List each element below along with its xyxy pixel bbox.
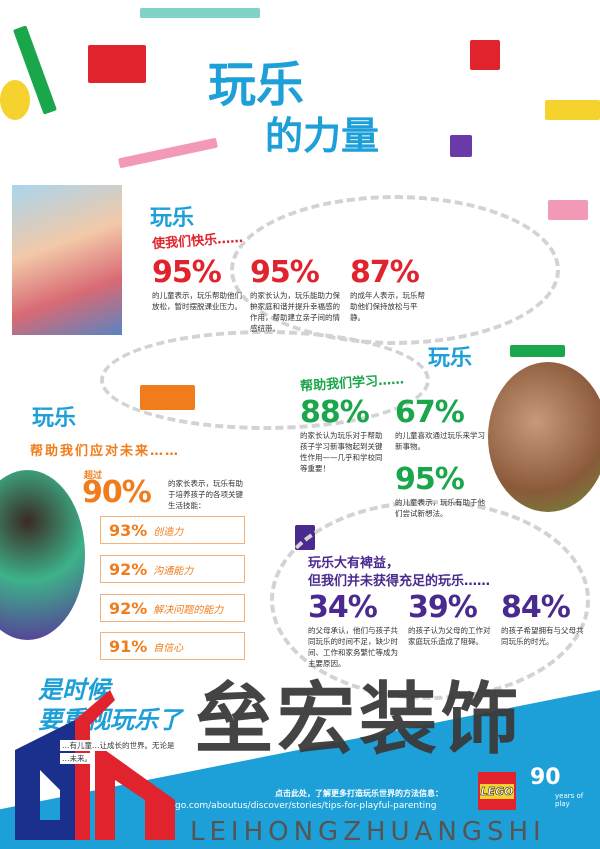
stat-value: 84% <box>501 590 571 625</box>
decor-red-brick-right <box>470 40 500 70</box>
future-stat-value: 90% <box>82 475 152 510</box>
gap-stat-1: 34% 的父母承认，他们与孩子共同玩乐的时间不足，缺少时间、工作和家务繁忙等成为主… <box>308 590 400 669</box>
photo-boy <box>0 470 85 640</box>
happy-stat-2: 95% 的家长认为，玩乐能助力保护家庭和谐并提升幸福感的作用，帮助建立亲子间的情感… <box>250 255 342 334</box>
skill-label: 创造力 <box>153 526 184 538</box>
skill-label: 沟通能力 <box>153 565 194 577</box>
skill-value: 92% <box>109 559 148 579</box>
stat-value: 87% <box>350 255 420 290</box>
photo-girl <box>12 185 122 335</box>
stat-text: 的家长认为，玩乐能助力保护家庭和谐并提升幸福感的作用，帮助建立亲子间的情感纽带。 <box>250 291 340 333</box>
future-subheading: 帮助我们应对未来…… <box>30 444 181 459</box>
closing-line1: 是时候 <box>38 676 110 704</box>
happy-stat-1: 95% 的儿童表示，玩乐帮助他们放松，暂时摆脱课业压力。 <box>152 255 242 334</box>
skill-label: 解决问题的能力 <box>153 604 224 616</box>
future-over-label: 超过 <box>84 471 103 481</box>
learn-stat-1: 88% 的家长认为玩乐对于帮助孩子学习新事物起到关键性作用——几乎和学校同等重要！ <box>300 395 388 474</box>
stat-text: 的儿童表示，玩乐帮助他们放松，暂时摆脱课业压力。 <box>152 291 242 311</box>
stat-text: 的儿童表示，玩乐有助于他们尝试新想法。 <box>395 498 485 518</box>
closing-text-2: …未来。 <box>60 753 94 764</box>
photo-family <box>488 362 600 512</box>
stat-value: 39% <box>408 590 478 625</box>
stat-value: 34% <box>308 590 378 625</box>
future-stat-text: 的家长表示，玩乐有助于培养孩子的各项关键生活技能： <box>168 479 243 510</box>
decor-pink-bar <box>118 137 218 169</box>
lego-logo: LEGO <box>478 772 516 810</box>
skill-creativity: 93% 创造力 <box>100 516 245 544</box>
stat-value: 95% <box>152 255 222 290</box>
lego-logo-text: LEGO <box>479 783 515 799</box>
anniversary-text: years of play <box>555 792 584 808</box>
decor-yellow-brick-right <box>545 100 600 120</box>
decor-yellow-brick <box>0 80 30 120</box>
title-line2: 的力量 <box>265 114 380 158</box>
decor-pink-brick <box>548 200 588 220</box>
happy-stat-3: 87% 的成年人表示，玩乐帮助他们保持放松与平静。 <box>350 255 430 334</box>
watermark-cn: 垒宏装饰 <box>195 675 524 765</box>
stat-text: 的成年人表示，玩乐帮助他们保持放松与平静。 <box>350 291 425 322</box>
skill-problem-solving: 92% 解决问题的能力 <box>100 594 245 622</box>
stat-text: 的儿童喜欢通过玩乐来学习新事物。 <box>395 431 485 451</box>
decor-green-brick-right <box>510 345 565 357</box>
gap-stat-2: 39% 的孩子认为父母的工作对家庭玩乐造成了阻碍。 <box>408 590 493 669</box>
gap-heading-2: 但我们并未获得充足的玩乐…… <box>308 574 491 589</box>
decor-purple-brick <box>450 135 472 157</box>
skill-value: 92% <box>109 598 148 618</box>
dashed-path <box>270 500 590 700</box>
skill-communication: 92% 沟通能力 <box>100 555 245 583</box>
learn-stat-3: 95% 的儿童表示，玩乐有助于他们尝试新想法。 <box>395 462 485 519</box>
stat-text: 的孩子希望拥有与父母共同玩乐的时光。 <box>501 626 584 646</box>
learn-heading: 玩乐 <box>428 346 473 371</box>
stat-text: 的孩子认为父母的工作对家庭玩乐造成了阻碍。 <box>408 626 491 646</box>
gap-stat-3: 84% 的孩子希望拥有与父母共同玩乐的时光。 <box>501 590 586 669</box>
skill-value: 91% <box>109 636 148 656</box>
stat-value: 67% <box>395 395 465 430</box>
gap-heading-1: 玩乐大有裨益， <box>308 556 400 571</box>
watermark-en: LEIHONGZHUANGSHI <box>190 817 546 847</box>
skill-value: 93% <box>109 520 148 540</box>
watermark-logo-icon <box>15 690 175 840</box>
learn-stat-2: 67% 的儿童喜欢通过玩乐来学习新事物。 <box>395 395 485 452</box>
decor-teal-bar <box>140 8 260 18</box>
footer-cta: 点击此处，了解更多打造玩乐世界的方法信息： <box>275 789 443 798</box>
stat-text: 的父母承认，他们与孩子共同玩乐的时间不足，缺少时间、工作和家务繁忙等成为主要原因… <box>308 626 398 668</box>
happy-heading: 玩乐 <box>150 206 195 231</box>
closing-text-1: …有儿童…让成长的世界。无论是 <box>60 740 177 751</box>
dashed-path <box>100 330 430 430</box>
stat-value: 95% <box>250 255 320 290</box>
future-heading: 玩乐 <box>32 406 77 431</box>
footer-url-link[interactable]: go.com/aboutus/discover/stories/tips-for… <box>175 801 437 811</box>
title-line1: 玩乐 <box>208 57 305 113</box>
anniversary-number: 90 <box>530 765 561 790</box>
stat-value: 95% <box>395 462 465 497</box>
skill-confidence: 91% 自信心 <box>100 632 245 660</box>
decor-red-brick <box>88 45 146 83</box>
dashed-path <box>230 195 560 345</box>
stat-value: 88% <box>300 395 370 430</box>
stat-text: 的家长认为玩乐对于帮助孩子学习新事物起到关键性作用——几乎和学校同等重要！ <box>300 431 383 473</box>
skill-label: 自信心 <box>153 642 184 654</box>
